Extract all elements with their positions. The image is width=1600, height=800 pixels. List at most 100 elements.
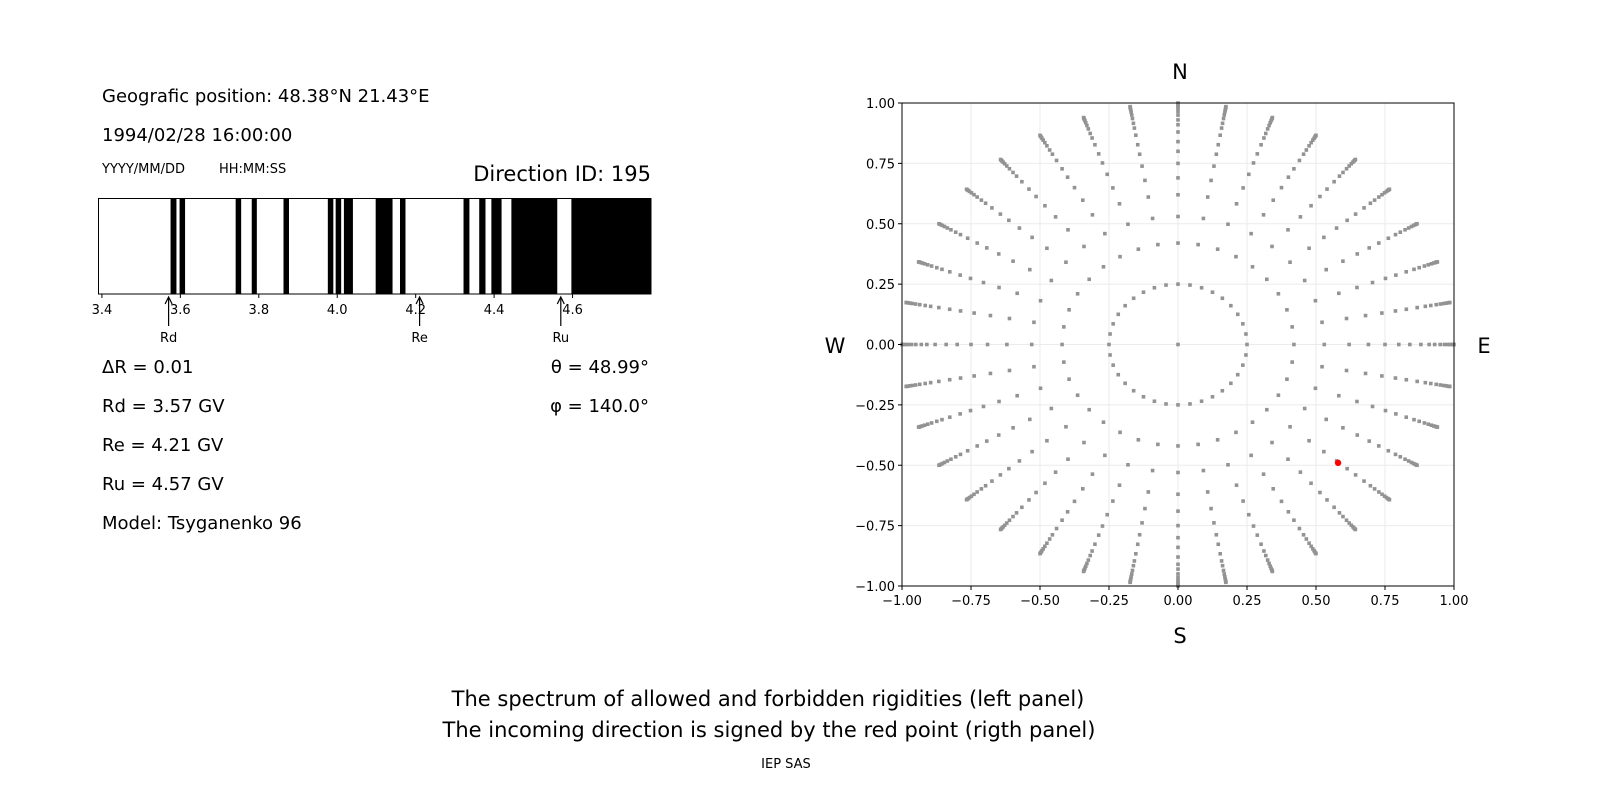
- direction-point: [1263, 131, 1268, 136]
- direction-point: [1116, 312, 1121, 317]
- ru-value: Ru = 4.57 GV: [102, 474, 224, 495]
- direction-point: [1117, 483, 1122, 488]
- direction-point: [940, 417, 944, 422]
- direction-point: [1307, 438, 1311, 443]
- direction-point: [1234, 483, 1239, 488]
- direction-point: [1438, 302, 1443, 306]
- direction-point: [1368, 201, 1373, 206]
- compass-south: S: [1173, 624, 1186, 648]
- direction-point: [1268, 120, 1273, 125]
- direction-point: [1176, 578, 1180, 583]
- direction-point: [1128, 104, 1132, 109]
- direction-point: [908, 301, 912, 305]
- direction-point: [1301, 152, 1306, 156]
- direction-point: [1387, 187, 1392, 192]
- direction-point: [1226, 462, 1230, 467]
- direction-point: [1441, 301, 1446, 306]
- direction-point: [1438, 342, 1442, 347]
- direction-point: [1250, 420, 1255, 424]
- direction-point: [929, 421, 934, 425]
- direction-point: [1325, 498, 1329, 502]
- x-tick-label: 3.8: [248, 303, 269, 318]
- direction-point: [1131, 121, 1136, 126]
- direction-point: [1246, 512, 1251, 517]
- direction-point: [996, 433, 1001, 437]
- direction-point: [988, 313, 993, 318]
- direction-point: [998, 157, 1003, 162]
- direction-point: [1060, 342, 1064, 347]
- direction-point: [1116, 372, 1121, 377]
- direction-point: [1404, 307, 1409, 312]
- direction-point: [1045, 246, 1049, 251]
- direction-point: [1332, 179, 1336, 184]
- direction-point: [1176, 106, 1180, 111]
- direction-point: [1259, 142, 1263, 147]
- model-name: Model: Tsyganenko 96: [102, 513, 302, 534]
- direction-point: [1241, 186, 1245, 190]
- direction-point: [1082, 244, 1086, 249]
- direction-point: [1176, 470, 1180, 475]
- direction-point: [1011, 170, 1015, 175]
- direction-point: [1085, 561, 1089, 566]
- direction-point: [1442, 342, 1447, 347]
- direction-point: [1292, 167, 1296, 171]
- direction-point: [937, 379, 941, 384]
- direction-point: [913, 383, 918, 387]
- direction-point: [1426, 262, 1431, 267]
- y-tick-label: 1.00: [866, 97, 895, 112]
- direction-point: [1067, 308, 1071, 312]
- direction-point: [1397, 342, 1401, 347]
- direction-point: [1302, 278, 1307, 283]
- forbidden-band: [170, 198, 177, 294]
- direction-point: [1434, 382, 1439, 387]
- forbidden-band: [375, 198, 393, 294]
- direction-point: [1412, 417, 1416, 422]
- direction-point: [1005, 342, 1009, 347]
- direction-point: [1176, 444, 1180, 448]
- direction-point: [1224, 580, 1228, 585]
- direction-point: [1366, 342, 1371, 347]
- arrow-head-icon: [164, 295, 173, 305]
- direction-point: [1363, 313, 1368, 318]
- direction-point: [1226, 222, 1230, 227]
- direction-point: [1117, 201, 1122, 206]
- x-tick-label: −0.75: [951, 594, 991, 609]
- direction-point: [1345, 218, 1349, 223]
- direction-point: [1268, 564, 1273, 569]
- direction-point: [945, 226, 950, 230]
- compass-west: W: [825, 334, 846, 358]
- direction-point: [1376, 444, 1381, 448]
- direction-point: [1038, 551, 1042, 556]
- direction-point: [1377, 490, 1381, 494]
- direction-point: [1263, 553, 1268, 558]
- direction-point: [1259, 542, 1263, 547]
- rd-value: Rd = 3.57 GV: [102, 396, 225, 417]
- direction-point: [1422, 264, 1427, 268]
- direction-point: [1038, 133, 1042, 138]
- direction-point: [1088, 131, 1093, 136]
- direction-point: [1176, 214, 1180, 219]
- x-tick-label: 1.00: [1440, 594, 1469, 609]
- direction-point: [1415, 221, 1419, 226]
- direction-point: [1176, 575, 1180, 580]
- direction-point: [1318, 194, 1322, 199]
- direction-point: [1370, 280, 1375, 285]
- direction-point: [925, 422, 930, 427]
- direction-point: [972, 492, 976, 497]
- direction-point: [1176, 122, 1180, 127]
- direction-point: [1322, 449, 1326, 454]
- direction-point: [1292, 518, 1296, 522]
- direction-point: [1176, 149, 1180, 154]
- direction-point: [1137, 532, 1142, 537]
- direction-point: [947, 415, 952, 419]
- direction-point: [1394, 273, 1398, 277]
- direction-point: [1337, 291, 1341, 296]
- direction-point: [1105, 172, 1110, 177]
- direction-point: [928, 380, 933, 385]
- direction-point: [949, 227, 953, 232]
- direction-point: [909, 342, 914, 347]
- direction-point: [1245, 342, 1249, 347]
- compass-north: N: [1172, 60, 1188, 84]
- direction-point: [1267, 123, 1271, 128]
- direction-point: [1241, 363, 1245, 367]
